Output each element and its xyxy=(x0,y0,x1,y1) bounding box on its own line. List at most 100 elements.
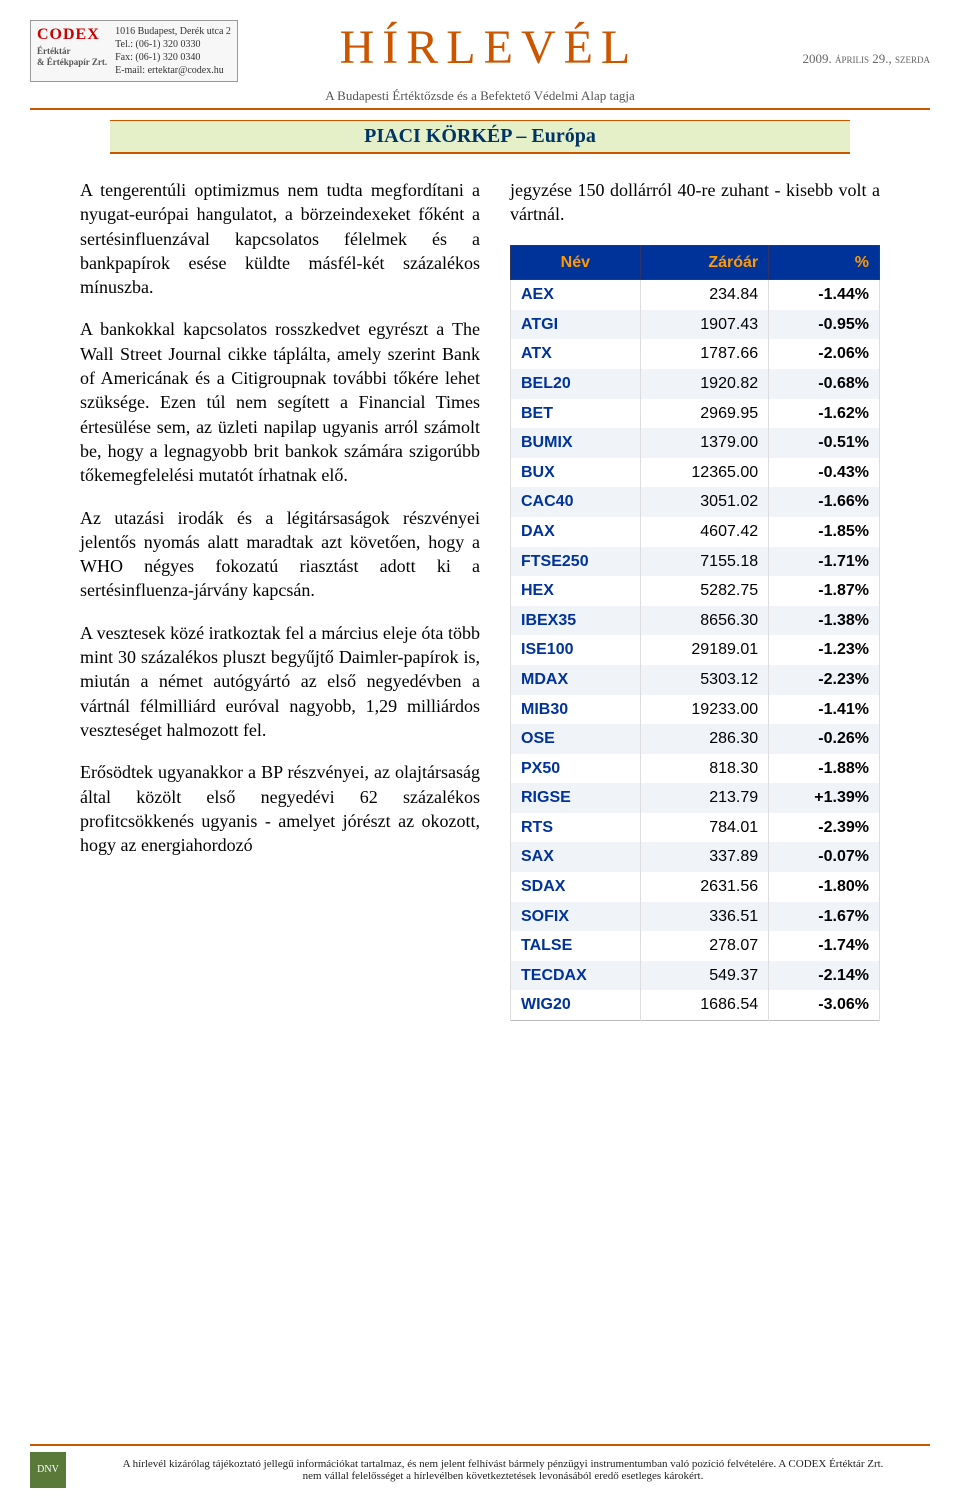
cell-price: 286.30 xyxy=(640,724,768,754)
table-row: FTSE2507155.18-1.71% xyxy=(511,547,880,577)
table-header-row: Név Záróár % xyxy=(511,245,880,280)
table-row: DAX4607.42-1.85% xyxy=(511,517,880,547)
table-row: SDAX2631.56-1.80% xyxy=(511,872,880,902)
disclaimer: A hírlevél kizárólag tájékoztató jellegű… xyxy=(76,1458,930,1482)
right-column: jegyzése 150 dollárról 40-re zuhant - ki… xyxy=(510,178,880,1021)
cell-pct: -0.43% xyxy=(769,458,880,488)
cell-name: DAX xyxy=(511,517,641,547)
content-columns: A tengerentúli optimizmus nem tudta megf… xyxy=(30,178,930,1021)
paragraph: A tengerentúli optimizmus nem tudta megf… xyxy=(80,178,480,299)
brand-sub2: & Értékpapír Zrt. xyxy=(37,57,107,69)
membership-subline: A Budapesti Értéktőzsde és a Befektető V… xyxy=(30,88,930,104)
table-row: MDAX5303.12-2.23% xyxy=(511,665,880,695)
cell-name: MDAX xyxy=(511,665,641,695)
address: 1016 Budapest, Derék utca 2 xyxy=(115,25,231,38)
cell-name: FTSE250 xyxy=(511,547,641,577)
table-row: HEX5282.75-1.87% xyxy=(511,576,880,606)
cell-name: ATX xyxy=(511,339,641,369)
disclaimer-line1: A hírlevél kizárólag tájékoztató jellegű… xyxy=(123,1458,884,1470)
cell-price: 3051.02 xyxy=(640,487,768,517)
cell-name: PX50 xyxy=(511,754,641,784)
cell-price: 213.79 xyxy=(640,783,768,813)
cell-price: 1686.54 xyxy=(640,990,768,1020)
cell-pct: -0.95% xyxy=(769,310,880,340)
paragraph: Az utazási irodák és a légitársaságok ré… xyxy=(80,506,480,603)
fax: Fax: (06-1) 320 0340 xyxy=(115,51,231,64)
col-name: Név xyxy=(511,245,641,280)
cell-price: 12365.00 xyxy=(640,458,768,488)
cell-price: 7155.18 xyxy=(640,547,768,577)
cell-pct: -0.26% xyxy=(769,724,880,754)
title-block: HÍRLEVÉL xyxy=(250,20,728,75)
brand-sub1: Értéktár xyxy=(37,46,107,58)
table-row: OSE286.30-0.26% xyxy=(511,724,880,754)
cell-price: 784.01 xyxy=(640,813,768,843)
table-row: CAC403051.02-1.66% xyxy=(511,487,880,517)
cell-pct: -0.68% xyxy=(769,369,880,399)
cell-pct: -1.62% xyxy=(769,399,880,429)
table-row: RTS784.01-2.39% xyxy=(511,813,880,843)
cell-name: BUX xyxy=(511,458,641,488)
cell-name: TALSE xyxy=(511,931,641,961)
cell-pct: -1.23% xyxy=(769,635,880,665)
cell-name: SAX xyxy=(511,842,641,872)
cell-price: 336.51 xyxy=(640,902,768,932)
cell-price: 19233.00 xyxy=(640,695,768,725)
paragraph: A bankokkal kapcsolatos rosszkedvet egyr… xyxy=(80,317,480,487)
cell-pct: -3.06% xyxy=(769,990,880,1020)
table-row: SOFIX336.51-1.67% xyxy=(511,902,880,932)
cell-price: 1920.82 xyxy=(640,369,768,399)
cell-pct: -1.66% xyxy=(769,487,880,517)
table-row: WIG201686.54-3.06% xyxy=(511,990,880,1020)
header-divider xyxy=(30,108,930,110)
company-logo-box: CODEX Értéktár & Értékpapír Zrt. 1016 Bu… xyxy=(30,20,238,82)
brand-name: CODEX xyxy=(37,25,107,46)
cell-pct: -0.51% xyxy=(769,428,880,458)
cell-pct: -0.07% xyxy=(769,842,880,872)
cell-price: 4607.42 xyxy=(640,517,768,547)
cell-name: IBEX35 xyxy=(511,606,641,636)
table-row: BUX12365.00-0.43% xyxy=(511,458,880,488)
header-date: 2009. április 29., szerda xyxy=(740,20,930,68)
table-row: MIB3019233.00-1.41% xyxy=(511,695,880,725)
cell-name: WIG20 xyxy=(511,990,641,1020)
cell-name: BUMIX xyxy=(511,428,641,458)
table-row: RIGSE213.79+1.39% xyxy=(511,783,880,813)
cell-price: 2969.95 xyxy=(640,399,768,429)
table-row: IBEX358656.30-1.38% xyxy=(511,606,880,636)
cell-pct: -1.87% xyxy=(769,576,880,606)
cell-price: 234.84 xyxy=(640,280,768,310)
cell-price: 8656.30 xyxy=(640,606,768,636)
cell-pct: -2.39% xyxy=(769,813,880,843)
table-row: ISE10029189.01-1.23% xyxy=(511,635,880,665)
cell-price: 1787.66 xyxy=(640,339,768,369)
table-row: BET2969.95-1.62% xyxy=(511,399,880,429)
cell-name: OSE xyxy=(511,724,641,754)
newsletter-title: HÍRLEVÉL xyxy=(250,20,728,75)
cell-price: 549.37 xyxy=(640,961,768,991)
cell-pct: -1.80% xyxy=(769,872,880,902)
cell-name: TECDAX xyxy=(511,961,641,991)
cell-name: CAC40 xyxy=(511,487,641,517)
cell-name: HEX xyxy=(511,576,641,606)
section-title: PIACI KÖRKÉP – Európa xyxy=(110,120,850,154)
cell-pct: -1.74% xyxy=(769,931,880,961)
market-index-table: Név Záróár % AEX234.84-1.44%ATGI1907.43-… xyxy=(510,245,880,1021)
cell-pct: -2.14% xyxy=(769,961,880,991)
cell-pct: -1.38% xyxy=(769,606,880,636)
tel: Tel.: (06-1) 320 0330 xyxy=(115,38,231,51)
cell-name: ATGI xyxy=(511,310,641,340)
col-pct: % xyxy=(769,245,880,280)
table-row: BUMIX1379.00-0.51% xyxy=(511,428,880,458)
cell-price: 5303.12 xyxy=(640,665,768,695)
table-row: AEX234.84-1.44% xyxy=(511,280,880,310)
table-row: ATX1787.66-2.06% xyxy=(511,339,880,369)
cell-pct: -1.85% xyxy=(769,517,880,547)
table-row: SAX337.89-0.07% xyxy=(511,842,880,872)
cell-price: 2631.56 xyxy=(640,872,768,902)
cell-pct: -1.71% xyxy=(769,547,880,577)
cell-price: 5282.75 xyxy=(640,576,768,606)
paragraph: A vesztesek közé iratkoztak fel a márciu… xyxy=(80,621,480,742)
table-row: ATGI1907.43-0.95% xyxy=(511,310,880,340)
date-text: 2009. április 29., szerda xyxy=(802,51,930,66)
